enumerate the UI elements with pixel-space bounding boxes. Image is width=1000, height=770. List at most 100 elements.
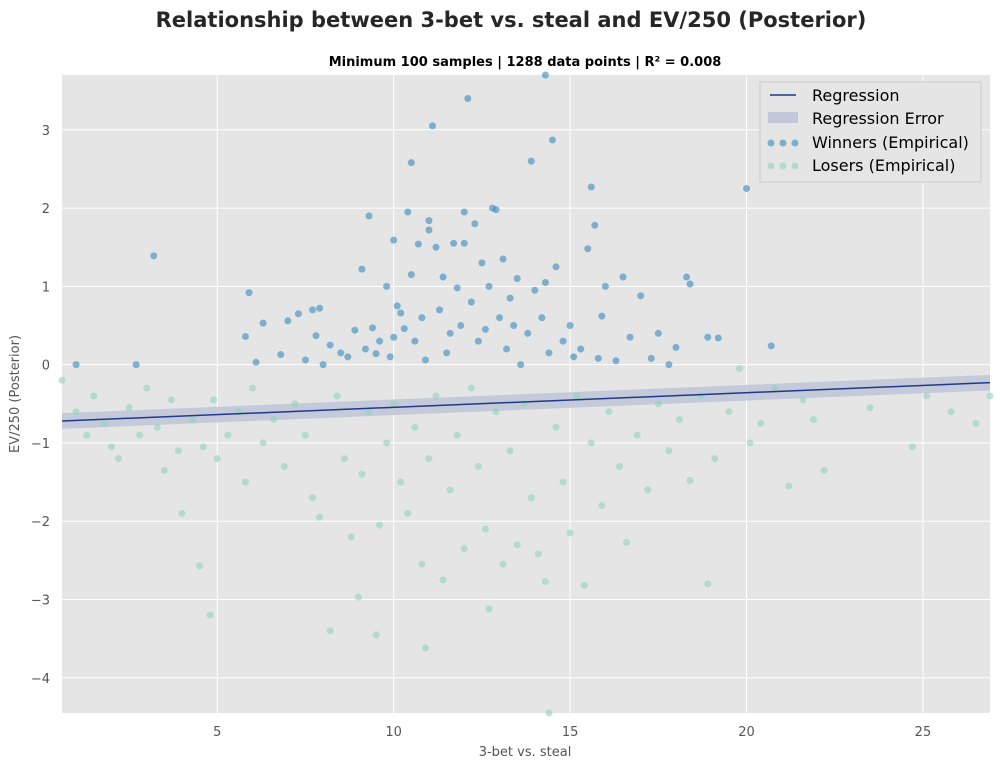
winner-point: [383, 282, 391, 290]
winner-point: [672, 343, 680, 351]
legend-winners-label: Winners (Empirical): [812, 133, 969, 152]
winner-point: [548, 136, 556, 144]
winner-point: [414, 240, 422, 248]
winner-point: [404, 208, 412, 216]
winner-point: [411, 337, 419, 345]
y-tick-label: −2: [31, 515, 50, 530]
winner-point: [294, 310, 302, 318]
loser-point: [644, 486, 652, 494]
winner-point: [407, 159, 415, 167]
loser-point: [404, 509, 412, 517]
loser-point: [291, 400, 299, 408]
winner-point: [319, 361, 327, 369]
x-tick-label: 15: [562, 725, 579, 740]
loser-point: [270, 415, 278, 423]
winner-point: [301, 356, 309, 364]
loser-point: [210, 396, 218, 404]
loser-point: [372, 631, 380, 639]
y-axis-label: EV/250 (Posterior): [8, 335, 23, 453]
loser-point: [534, 550, 542, 558]
loser-point: [354, 593, 362, 601]
winner-point: [259, 319, 267, 327]
winner-point: [284, 317, 292, 325]
loser-point: [986, 392, 994, 400]
winner-point: [376, 337, 384, 345]
loser-point: [499, 560, 507, 568]
x-tick-label: 10: [385, 725, 402, 740]
winner-point: [492, 206, 500, 214]
loser-point: [421, 644, 429, 652]
winner-point: [241, 332, 249, 340]
loser-point: [527, 494, 535, 502]
loser-point: [213, 455, 221, 463]
loser-point: [280, 462, 288, 470]
winner-point: [598, 312, 606, 320]
loser-point: [199, 443, 207, 451]
loser-point: [160, 466, 168, 474]
loser-point: [665, 447, 673, 455]
loser-point: [552, 423, 560, 431]
winner-point: [510, 322, 518, 330]
winner-point: [245, 289, 253, 297]
winner-point: [361, 345, 369, 353]
winner-point: [150, 252, 158, 260]
winner-point: [485, 282, 493, 290]
loser-point: [365, 408, 373, 416]
loser-point: [189, 415, 197, 423]
winner-point: [460, 239, 468, 247]
loser-point: [383, 439, 391, 447]
loser-point: [771, 384, 779, 392]
loser-point: [143, 384, 151, 392]
regression-line-group: [61, 381, 991, 422]
loser-point: [125, 404, 133, 412]
loser-point: [390, 400, 398, 408]
x-tick-labels: 5 10 15 20 25: [213, 725, 931, 740]
loser-point: [259, 439, 267, 447]
loser-point: [446, 486, 454, 494]
winner-point: [390, 236, 398, 244]
loser-point: [799, 396, 807, 404]
winner-point: [566, 322, 574, 330]
loser-point: [206, 611, 214, 619]
loser-point: [58, 376, 66, 384]
winner-point: [594, 354, 602, 362]
loser-point: [686, 477, 694, 485]
y-tick-labels: −4 −3 −2 −1 0 1 2 3: [31, 124, 50, 687]
winner-point: [418, 314, 426, 322]
winner-point: [683, 273, 691, 281]
loser-point: [513, 541, 521, 549]
winner-point: [464, 94, 472, 102]
chart-subtitle: Minimum 100 samples | 1288 data points |…: [329, 55, 722, 70]
loser-point: [633, 431, 641, 439]
loser-point: [566, 529, 574, 537]
y-tick-label: 2: [42, 202, 50, 217]
loser-point: [972, 419, 980, 427]
loser-point: [559, 478, 567, 486]
winner-point: [471, 220, 479, 228]
winner-point: [584, 245, 592, 253]
winner-point: [601, 282, 609, 290]
winner-point: [337, 349, 345, 357]
legend-band-swatch: [768, 112, 798, 123]
winner-point: [326, 341, 334, 349]
loser-point: [453, 431, 461, 439]
chart-title: Relationship between 3-bet vs. steal and…: [156, 8, 867, 32]
winner-point: [577, 345, 585, 353]
winner-point: [619, 273, 627, 281]
loser-point: [725, 408, 733, 416]
loser-point: [481, 525, 489, 533]
loser-point: [616, 462, 624, 470]
loser-point: [347, 533, 355, 541]
loser-point: [196, 562, 204, 570]
loser-point: [83, 431, 91, 439]
loser-point: [623, 538, 631, 546]
loser-point: [810, 415, 818, 423]
loser-point: [605, 408, 613, 416]
loser-point: [107, 443, 115, 451]
winner-point: [517, 361, 525, 369]
x-tick-label: 25: [915, 725, 932, 740]
x-tick-label: 5: [213, 725, 221, 740]
winner-point: [538, 314, 546, 322]
winner-point: [612, 357, 620, 365]
winner-point: [446, 329, 454, 337]
